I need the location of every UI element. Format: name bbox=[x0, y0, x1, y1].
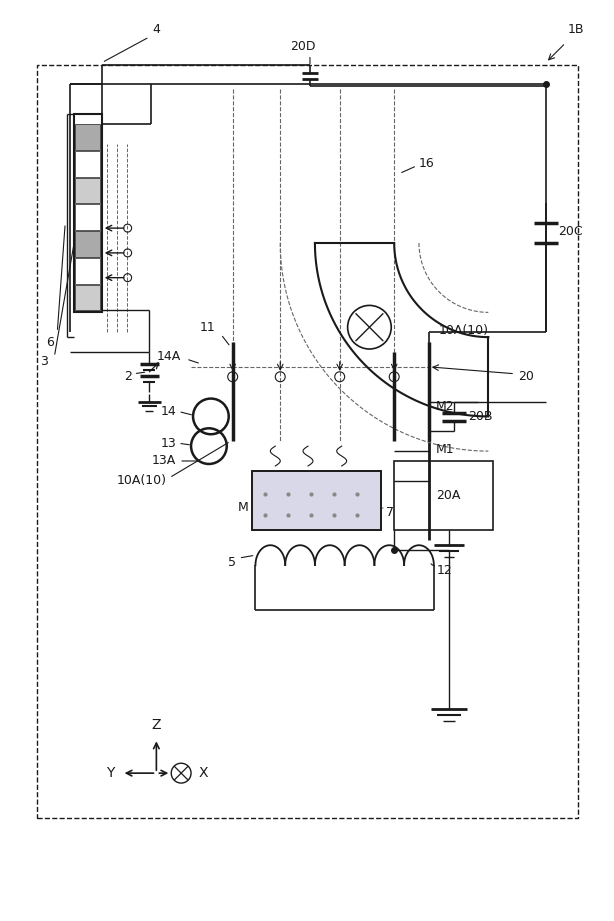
Text: 13A: 13A bbox=[152, 454, 176, 468]
Text: 20A: 20A bbox=[436, 489, 460, 502]
Bar bbox=[252, 471, 381, 530]
Bar bbox=[75, 258, 100, 284]
Bar bbox=[394, 461, 493, 530]
Text: 6: 6 bbox=[47, 335, 54, 348]
Text: 10A(10): 10A(10) bbox=[116, 474, 166, 487]
Text: 14A: 14A bbox=[157, 351, 181, 364]
Text: 16: 16 bbox=[419, 157, 435, 170]
Bar bbox=[75, 285, 100, 310]
Text: 13: 13 bbox=[160, 437, 176, 449]
Text: 2: 2 bbox=[124, 370, 131, 383]
Text: 5: 5 bbox=[228, 555, 236, 568]
Bar bbox=[75, 151, 100, 177]
Text: 14: 14 bbox=[160, 405, 176, 418]
Bar bbox=[75, 124, 100, 150]
Text: M1: M1 bbox=[436, 443, 454, 456]
Bar bbox=[37, 64, 578, 818]
Text: M2: M2 bbox=[436, 400, 454, 413]
Bar bbox=[75, 178, 100, 204]
Bar bbox=[75, 204, 100, 230]
Text: 11: 11 bbox=[200, 321, 216, 333]
Text: 4: 4 bbox=[152, 23, 160, 37]
Text: 20: 20 bbox=[518, 370, 534, 383]
Text: 20C: 20C bbox=[558, 225, 582, 238]
Text: Z: Z bbox=[152, 717, 161, 731]
Bar bbox=[75, 231, 100, 257]
Text: 20D: 20D bbox=[290, 41, 316, 53]
Bar bbox=[252, 471, 381, 530]
Text: 1B: 1B bbox=[567, 23, 584, 37]
Text: 12: 12 bbox=[437, 564, 453, 577]
Text: 7: 7 bbox=[386, 506, 394, 519]
Text: 10A(10): 10A(10) bbox=[439, 323, 489, 337]
Bar bbox=[74, 114, 102, 312]
Text: Y: Y bbox=[106, 766, 115, 780]
Text: M: M bbox=[238, 501, 249, 514]
Text: 3: 3 bbox=[41, 356, 49, 368]
Bar bbox=[74, 114, 102, 312]
Text: 20B: 20B bbox=[468, 410, 493, 423]
Text: X: X bbox=[199, 766, 209, 780]
